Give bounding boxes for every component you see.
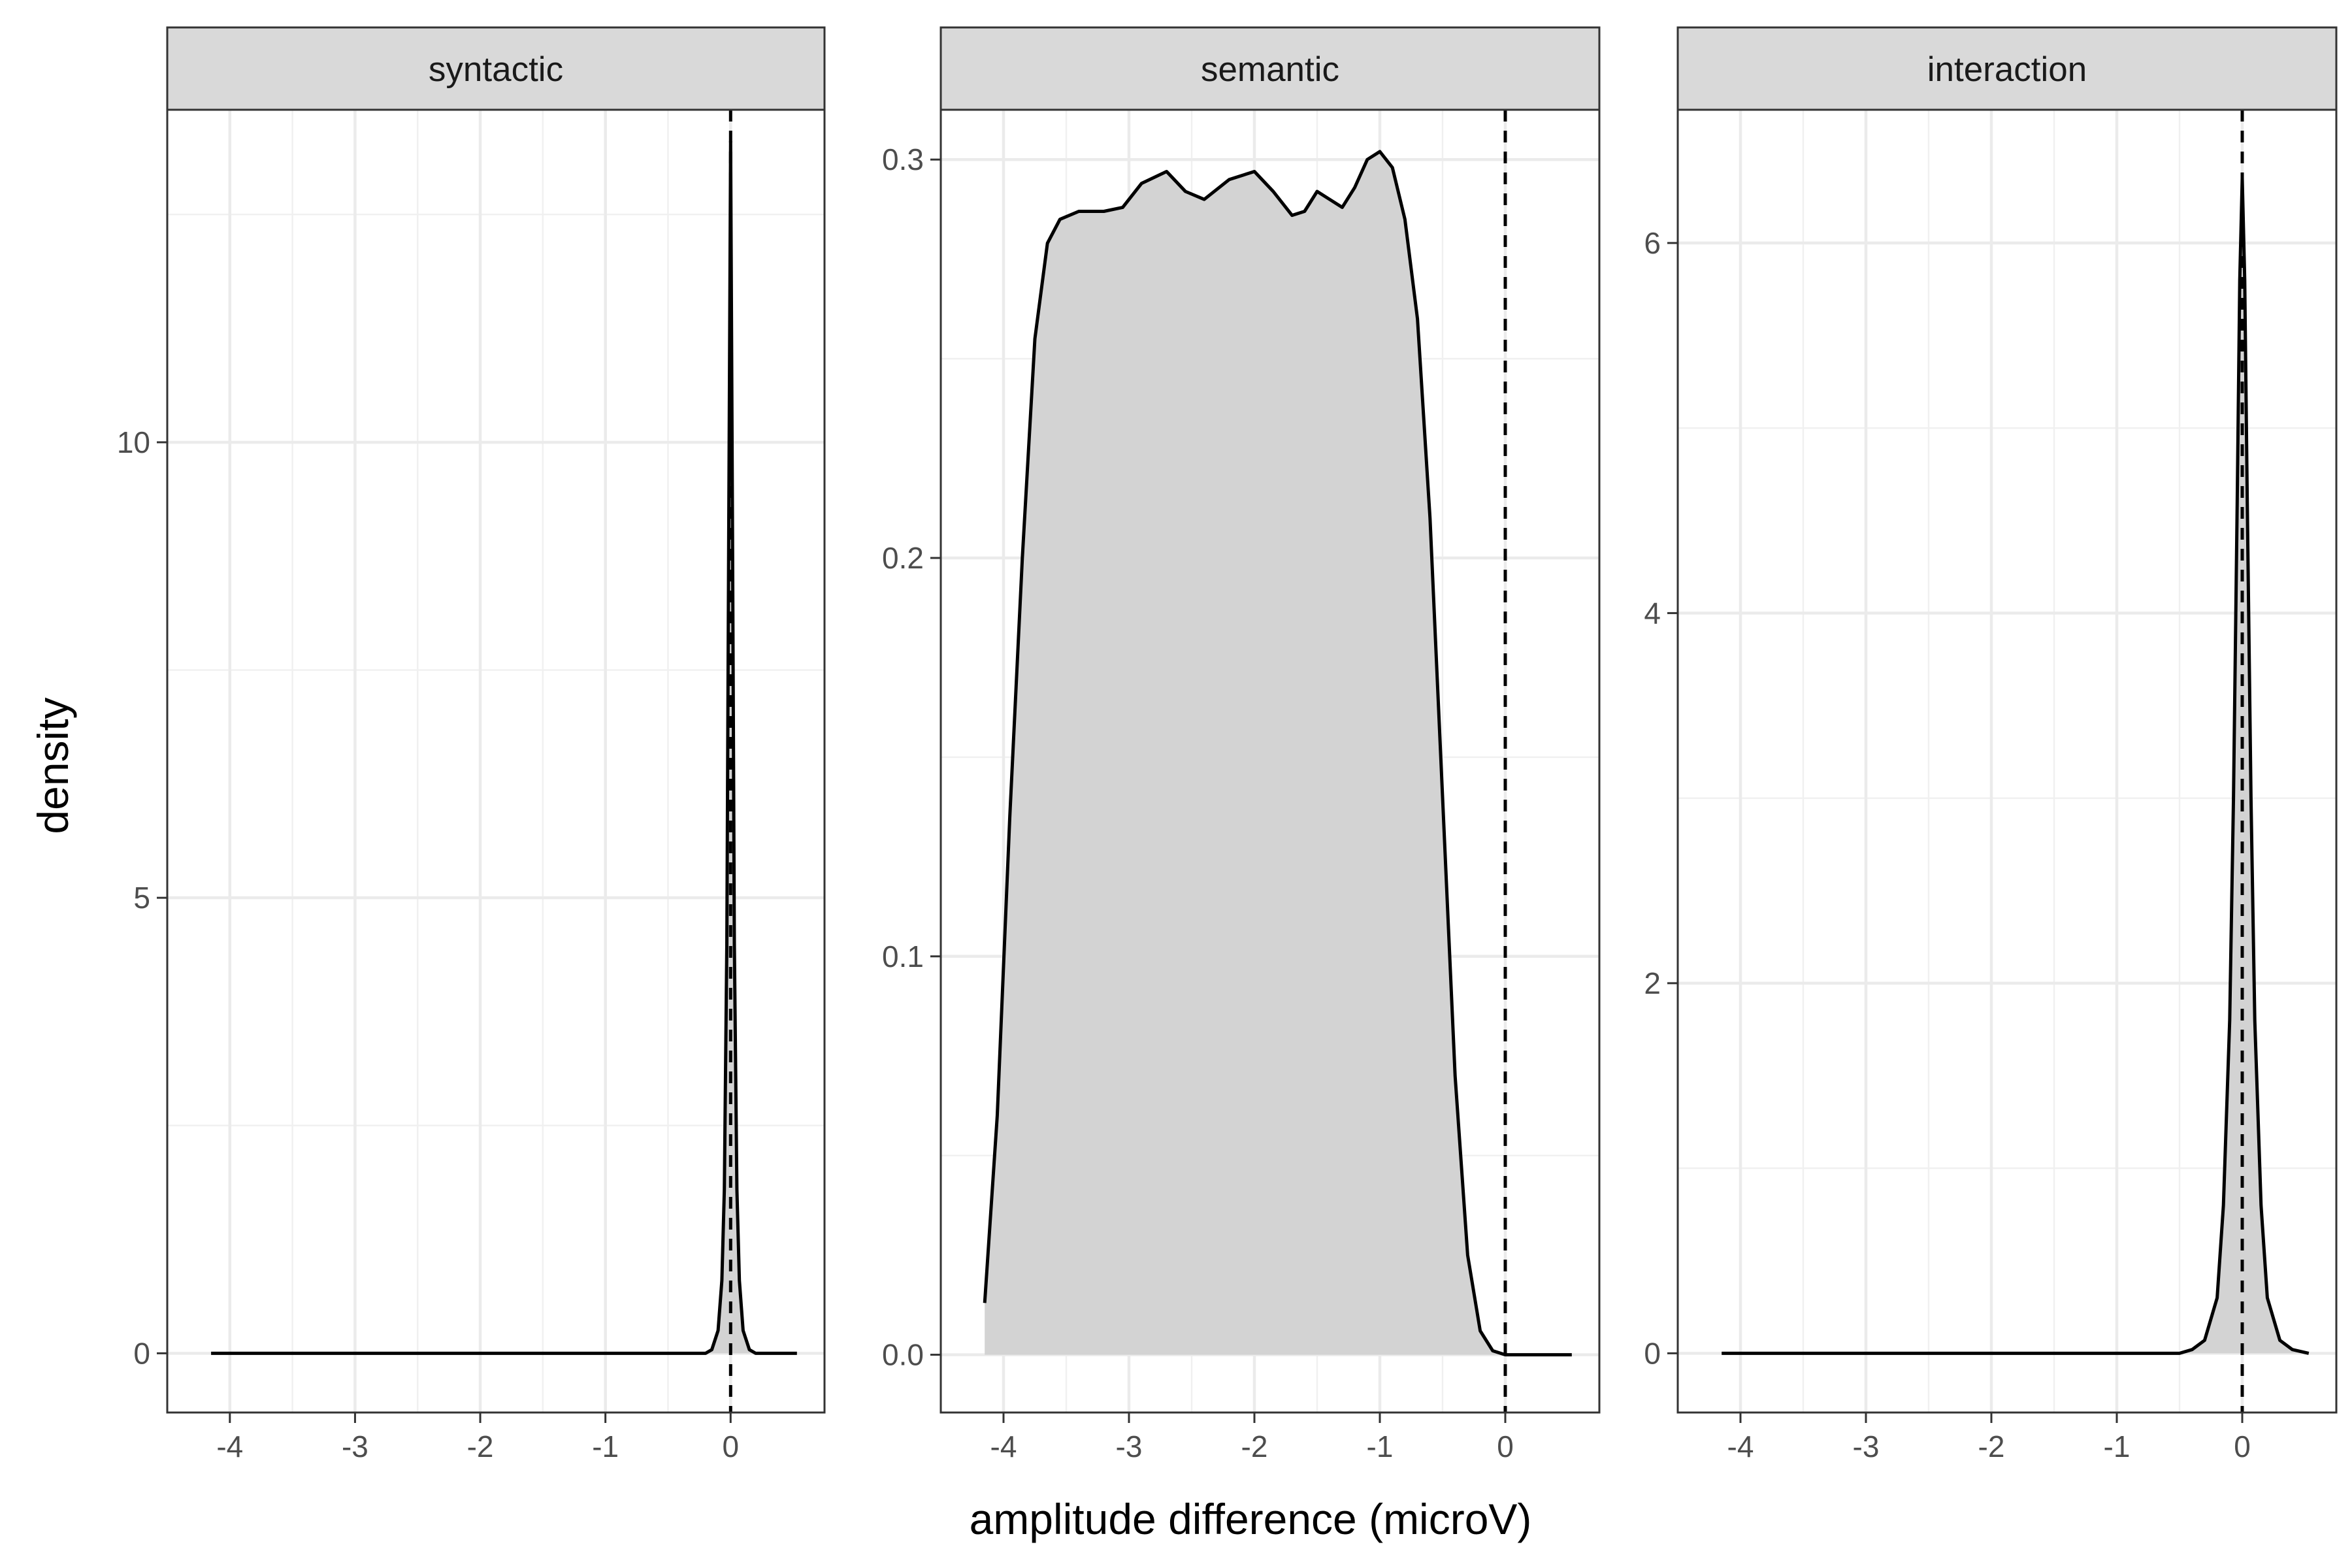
y-tick-label: 10 — [117, 425, 150, 459]
y-tick-label: 5 — [133, 881, 150, 915]
x-tick-label: -1 — [2104, 1429, 2131, 1463]
facet-label: syntactic — [429, 50, 563, 89]
y-tick-label: 0 — [1644, 1336, 1661, 1370]
y-tick-label: 6 — [1644, 226, 1661, 260]
x-axis-title: amplitude difference (microV) — [970, 1495, 1532, 1543]
panel-syntactic: syntactic -4 -3 -2 -1 0 0 5 10 — [117, 26, 826, 1463]
x-tick-label: -3 — [1853, 1429, 1880, 1463]
x-tick-label: -2 — [1241, 1429, 1268, 1463]
facet-strip — [1676, 26, 2338, 111]
y-tick-label: 0.2 — [882, 541, 924, 575]
panel-interaction: interaction -4 -3 -2 -1 0 0 2 4 6 — [1644, 26, 2338, 1463]
y-tick-label: 4 — [1644, 596, 1661, 630]
x-tick-label: -2 — [467, 1429, 494, 1463]
y-tick-label: 0.0 — [882, 1338, 924, 1372]
y-tick-label: 0.1 — [882, 939, 924, 973]
x-tick-label: -3 — [342, 1429, 368, 1463]
x-tick-label: 0 — [722, 1429, 739, 1463]
x-tick-label: -2 — [1978, 1429, 2005, 1463]
density-line — [983, 150, 1572, 1357]
panel-background — [167, 110, 825, 1413]
x-tick-label: -4 — [216, 1429, 243, 1463]
y-axis-title: density — [29, 697, 77, 834]
x-tick-label: -4 — [990, 1429, 1017, 1463]
facet-strip — [166, 26, 826, 111]
density-line — [1722, 176, 2310, 1355]
x-tick-label: -3 — [1116, 1429, 1143, 1463]
panel-semantic: semantic -4 -3 -2 -1 0 0.0 0.1 0.2 0.3 — [882, 26, 1601, 1463]
x-tick-label: 0 — [1497, 1429, 1514, 1463]
facet-strip — [939, 26, 1601, 111]
x-tick-label: -1 — [592, 1429, 619, 1463]
facet-label: semantic — [1201, 50, 1339, 89]
facet-label: interaction — [1927, 50, 2087, 89]
facet-panels: syntactic -4 -3 -2 -1 0 0 5 10 semantic -4 -3 -2 -1 0 0… — [117, 26, 2338, 1463]
y-tick-label: 2 — [1644, 966, 1661, 1000]
y-tick-label: 0 — [133, 1336, 150, 1370]
density-line — [211, 140, 797, 1355]
y-tick-label: 0.3 — [882, 142, 924, 176]
density-area — [1722, 178, 2309, 1354]
x-tick-label: -1 — [1367, 1429, 1394, 1463]
x-tick-label: -4 — [1727, 1429, 1754, 1463]
x-tick-label: 0 — [2234, 1429, 2251, 1463]
